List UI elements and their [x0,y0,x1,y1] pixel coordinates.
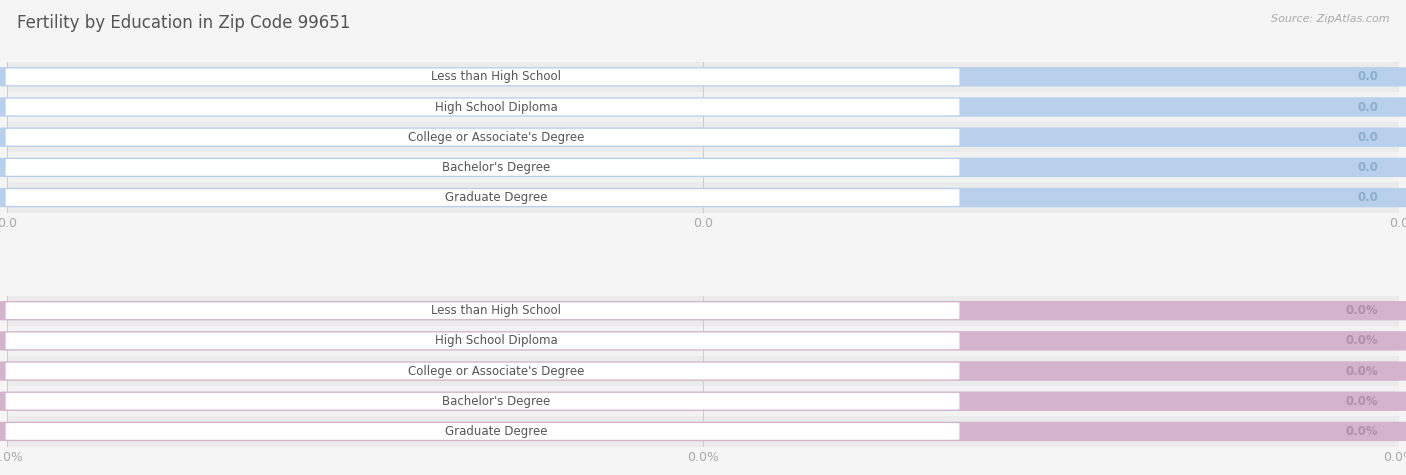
Bar [7,182,1399,213]
FancyBboxPatch shape [6,302,959,319]
FancyBboxPatch shape [0,158,1406,177]
FancyBboxPatch shape [0,127,1406,147]
FancyBboxPatch shape [0,67,1406,86]
Text: Source: ZipAtlas.com: Source: ZipAtlas.com [1271,14,1389,24]
Text: 0.0: 0.0 [1357,101,1378,114]
Text: College or Associate's Degree: College or Associate's Degree [408,131,585,144]
FancyBboxPatch shape [0,97,1406,117]
FancyBboxPatch shape [6,68,959,85]
Text: 0.0%: 0.0% [1346,395,1378,408]
Bar [7,152,1399,182]
FancyBboxPatch shape [6,159,959,176]
FancyBboxPatch shape [6,99,959,115]
Text: 0.0%: 0.0% [1346,364,1378,378]
Text: 0.0: 0.0 [1357,161,1378,174]
Text: High School Diploma: High School Diploma [434,101,558,114]
Text: 0.0: 0.0 [1357,131,1378,144]
Text: Bachelor's Degree: Bachelor's Degree [443,161,551,174]
Text: Less than High School: Less than High School [432,304,561,317]
Bar [7,92,1399,122]
FancyBboxPatch shape [6,189,959,206]
Text: College or Associate's Degree: College or Associate's Degree [408,364,585,378]
Text: 0.0: 0.0 [1357,191,1378,204]
Text: Bachelor's Degree: Bachelor's Degree [443,395,551,408]
FancyBboxPatch shape [0,331,1406,351]
Text: Fertility by Education in Zip Code 99651: Fertility by Education in Zip Code 99651 [17,14,350,32]
FancyBboxPatch shape [6,423,959,440]
FancyBboxPatch shape [6,393,959,409]
FancyBboxPatch shape [0,422,1406,441]
Bar [7,295,1399,326]
Bar [7,122,1399,152]
Text: Graduate Degree: Graduate Degree [446,425,548,438]
Bar [7,356,1399,386]
Bar [7,416,1399,446]
Text: High School Diploma: High School Diploma [434,334,558,347]
FancyBboxPatch shape [0,361,1406,381]
Text: Graduate Degree: Graduate Degree [446,191,548,204]
FancyBboxPatch shape [0,188,1406,207]
Bar [7,326,1399,356]
FancyBboxPatch shape [0,301,1406,321]
Bar [7,386,1399,416]
Text: 0.0: 0.0 [1357,70,1378,83]
Bar [7,62,1399,92]
Text: 0.0%: 0.0% [1346,304,1378,317]
Text: 0.0%: 0.0% [1346,425,1378,438]
FancyBboxPatch shape [0,391,1406,411]
Text: 0.0%: 0.0% [1346,334,1378,347]
FancyBboxPatch shape [6,363,959,380]
FancyBboxPatch shape [6,332,959,349]
FancyBboxPatch shape [6,129,959,145]
Text: Less than High School: Less than High School [432,70,561,83]
